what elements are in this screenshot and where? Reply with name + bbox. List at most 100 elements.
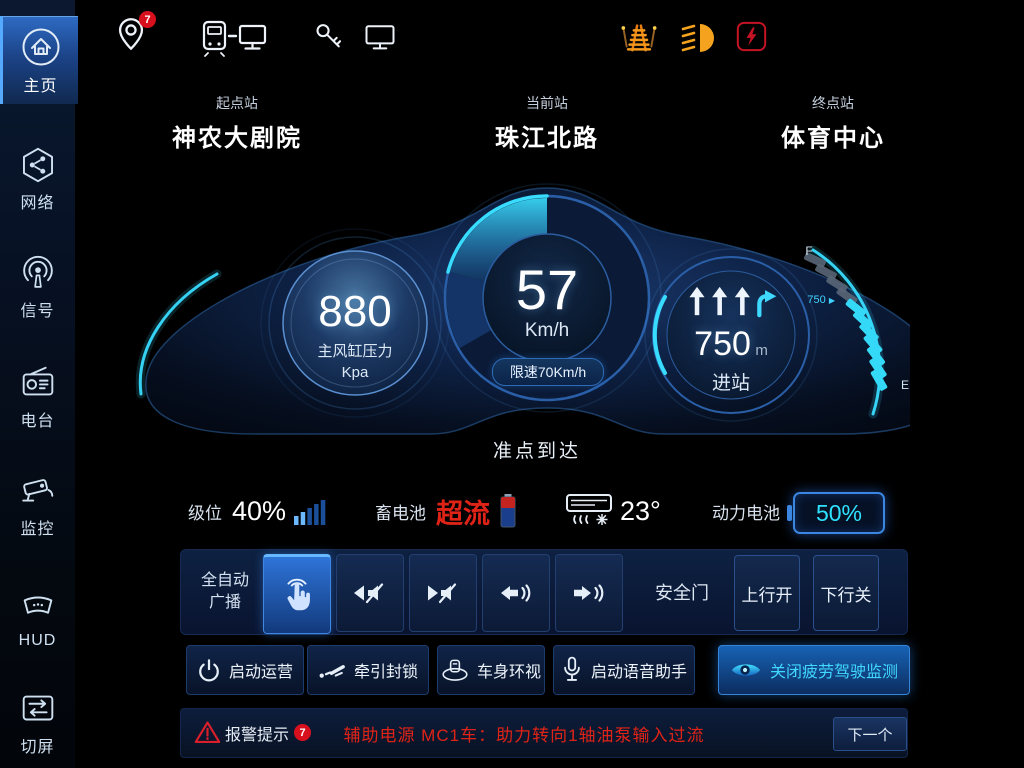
- sidebar-item-signal[interactable]: 信号: [0, 242, 75, 330]
- alert-next-button[interactable]: 下一个: [833, 717, 907, 751]
- sidebar-top-strip: [0, 0, 75, 16]
- sidebar-item-label: 主页: [23, 77, 58, 95]
- traction-lock-button[interactable]: 牵引封锁: [307, 645, 429, 695]
- sidebar-item-label: 网络: [20, 194, 55, 212]
- traction-battery-label: 动力电池: [712, 503, 780, 523]
- speed-value: 57: [515, 258, 579, 321]
- instrument-cluster: 880 主风缸压力 Kpa 57 Km/h 限速70Km/h 750: [115, 162, 950, 462]
- level-indicator: 级位 40%: [188, 490, 328, 532]
- ac-indicator: 23°: [566, 488, 661, 534]
- broadcast-back-play-button[interactable]: [482, 554, 550, 632]
- prev-muted-speaker-icon: [354, 583, 384, 604]
- surround-view-button[interactable]: 车身环视: [437, 645, 545, 695]
- display-button[interactable]: [362, 20, 398, 61]
- level-label: 级位: [188, 503, 222, 523]
- level-gauge-marker: 750 ▶: [807, 294, 835, 306]
- cluster-graphic: [135, 183, 950, 435]
- sidebar-item-monitoring[interactable]: 监控: [0, 460, 75, 548]
- air-conditioner-icon: [566, 494, 612, 525]
- broadcast-door-panel: 全自动 广播: [180, 549, 908, 635]
- switch-screen-icon: [22, 695, 53, 720]
- pressure-gauge: 880 主风缸压力 Kpa: [275, 288, 435, 382]
- approach-unit: m: [755, 342, 768, 359]
- back-sound-icon: [501, 584, 531, 602]
- radio-icon: [22, 366, 53, 395]
- key-icon: [316, 24, 342, 48]
- warning-triangle-icon: [194, 721, 221, 743]
- cctv-camera-icon: [21, 478, 53, 501]
- track-warning-icon: [621, 24, 657, 52]
- door-up-open-button[interactable]: 上行开: [734, 555, 800, 631]
- sidebar-item-label: 切屏: [20, 738, 55, 756]
- home-icon: [22, 28, 59, 65]
- broadcast-touch-button[interactable]: [263, 554, 331, 634]
- current-station: 当前站 珠江北路: [437, 93, 657, 153]
- battery-small-icon: [500, 494, 516, 528]
- sidebar-item-label: 信号: [20, 302, 55, 320]
- sidebar-item-label: 电台: [20, 412, 55, 430]
- battery-indicator: 畜电池 超流: [375, 490, 516, 532]
- sidebar-item-radio[interactable]: 电台: [0, 352, 75, 440]
- network-icon: [22, 147, 53, 182]
- level-value: 40%: [232, 495, 287, 526]
- broadcast-forward-play-button[interactable]: [555, 554, 623, 632]
- start-operation-button[interactable]: 启动运营: [186, 645, 304, 695]
- power-warning-indicator: [736, 21, 767, 57]
- terminal-station-name: 体育中心: [781, 125, 885, 152]
- broadcast-prev-mute-button[interactable]: [336, 554, 404, 632]
- pressure-label: 主风缸压力: [317, 343, 393, 360]
- safety-door-label: 安全门: [655, 583, 709, 603]
- touch-hand-icon: [287, 578, 310, 611]
- broadcast-mode-label: 全自动 广播: [200, 572, 249, 611]
- traction-battery-gauge: 50%: [793, 492, 885, 534]
- alert-message: 辅助电源 MC1车：助力转向1轴油泵输入过流: [343, 725, 705, 745]
- current-station-name: 珠江北路: [495, 125, 599, 152]
- speed-limit-badge: 限速70Km/h: [492, 358, 604, 386]
- terminal-station: 终点站 体育中心: [723, 93, 943, 153]
- level-gauge-empty-label: E: [900, 378, 909, 392]
- voice-assistant-button[interactable]: 启动语音助手: [553, 645, 695, 695]
- speed-gauge: 57 Km/h: [467, 258, 627, 342]
- next-muted-speaker-icon: [428, 583, 457, 604]
- alert-bar: 报警提示 7 辅助电源 MC1车：助力转向1轴油泵输入过流 下一个: [180, 708, 908, 758]
- traction-lock-icon: [319, 665, 345, 678]
- track-warning-indicator: [616, 18, 662, 61]
- location-button[interactable]: 7: [112, 11, 156, 55]
- traction-battery-indicator: 动力电池: [712, 492, 790, 530]
- level-marker-pointer-icon: ▶: [828, 296, 835, 305]
- sidebar-item-switch-screen[interactable]: 切屏: [0, 678, 75, 766]
- sidebar-item-hud[interactable]: HUD: [0, 574, 75, 662]
- speed-unit: Km/h: [524, 320, 570, 341]
- approach-distance: 750 m: [694, 325, 768, 363]
- sidebar: 主页 网络 信号 电台: [0, 0, 78, 768]
- broadcast-next-mute-button[interactable]: [409, 554, 477, 632]
- sidebar-item-network[interactable]: 网络: [0, 134, 75, 222]
- sidebar-item-label: HUD: [18, 631, 57, 649]
- approach-arrows-icon: [689, 286, 777, 318]
- level-gauge-full-label: F: [805, 244, 813, 258]
- train-monitor-icon: [202, 20, 267, 57]
- forward-sound-icon: [574, 584, 604, 602]
- arrival-status: 准点到达: [492, 441, 581, 462]
- key-button[interactable]: [312, 20, 346, 59]
- fatigue-monitor-button[interactable]: 关闭疲劳驾驶监测: [718, 645, 910, 695]
- battery-status: 超流: [436, 498, 490, 529]
- current-station-label: 当前站: [526, 95, 568, 111]
- battery-label: 畜电池: [375, 503, 426, 523]
- sidebar-item-home[interactable]: 主页: [0, 16, 78, 104]
- origin-station-name: 神农大剧院: [172, 125, 302, 152]
- origin-station: 起点站 神农大剧院: [127, 93, 347, 153]
- surround-view-icon: [442, 659, 468, 681]
- approach-gauge: 750 m 进站: [651, 284, 811, 395]
- level-gauge-segments: [803, 252, 888, 391]
- sidebar-item-label: 监控: [20, 520, 55, 538]
- terminal-station-label: 终点站: [812, 95, 854, 111]
- ac-temperature: 23°: [620, 495, 661, 526]
- train-to-monitor-button[interactable]: [200, 18, 276, 63]
- approach-label: 进站: [711, 373, 750, 394]
- door-down-close-button[interactable]: 下行关: [813, 555, 879, 631]
- signal-icon: [22, 255, 53, 288]
- headlight-icon: [681, 24, 714, 52]
- location-alarm-badge: 7: [139, 11, 156, 28]
